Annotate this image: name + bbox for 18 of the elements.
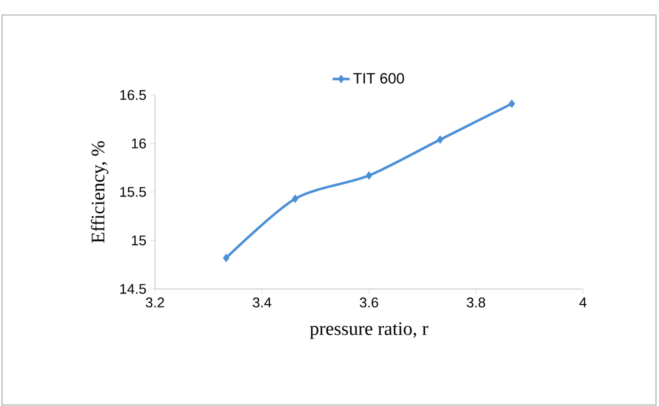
x-tick-label: 3.6 [360,298,378,308]
x-axis-title: pressure ratio, r [310,322,428,339]
y-tick-label: 16 [132,138,146,148]
point [292,194,298,204]
x-tick-label: 3.4 [252,298,272,308]
x-tick-label: 3.8 [466,298,486,308]
point [366,171,372,180]
y-tick-label: 15.5 [120,187,146,197]
point [222,254,230,262]
x-tick-label: 4 [579,298,586,308]
x-tick-label: 3.2 [146,298,164,308]
point [508,99,516,108]
y-axis-title: Efficiency, % [90,141,108,243]
y-tick-label: 14.5 [120,284,146,294]
point [436,135,444,144]
y-tick-label: 15 [132,236,146,246]
y-tick-label: 16.5 [120,90,146,100]
legend-label: TIT 600 [353,72,404,84]
